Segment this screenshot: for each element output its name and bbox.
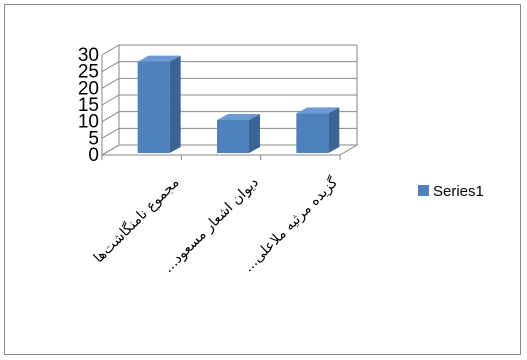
bar-top (296, 107, 340, 114)
bar-side (169, 55, 181, 153)
chart-area: 0 5 10 15 20 25 30 مجموع نامنگاشت‌ها ...دیوان ا… (4, 4, 521, 355)
axes (100, 45, 359, 160)
bar-top (137, 55, 181, 62)
gridline (101, 44, 357, 56)
bar-front (296, 113, 329, 153)
bar-front (217, 120, 249, 153)
legend: Series1 (418, 183, 484, 200)
bar-front (137, 61, 170, 153)
bar-top (217, 114, 260, 120)
y-tick-label: 20 (78, 78, 99, 99)
y-tick-label: 0 (88, 145, 99, 166)
bar-side (249, 114, 260, 153)
y-tick-label: 10 (78, 112, 99, 133)
bar (217, 114, 260, 153)
legend-swatch (418, 185, 429, 196)
x-tick-labels: مجموع نامنگاشت‌ها...دیوان اشعار مسعود...… (90, 174, 341, 276)
x-tick-label: مجموع نامنگاشت‌ها (90, 174, 182, 266)
legend-label: Series1 (433, 183, 484, 200)
bars (137, 55, 340, 153)
y-tick-label: 25 (78, 62, 99, 83)
bar-side (328, 107, 340, 153)
y-tick-label: 15 (78, 95, 99, 116)
bar (296, 107, 340, 153)
bar (137, 55, 181, 153)
y-tick-label: 5 (88, 128, 99, 149)
y-tick-label: 30 (78, 45, 99, 66)
